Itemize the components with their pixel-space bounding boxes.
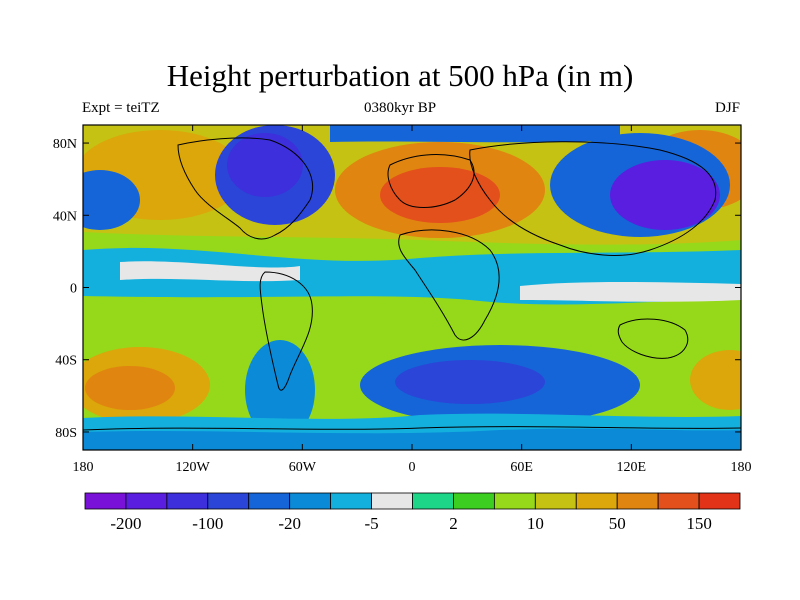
colorbar-swatch — [493, 492, 536, 510]
colorbar-swatch — [166, 492, 209, 510]
africa-coast — [398, 229, 500, 341]
lon-label: 180 — [73, 460, 94, 475]
colorbar — [84, 492, 741, 510]
colorbar-swatch — [412, 492, 454, 510]
colorbar-swatch — [84, 492, 127, 510]
europe-coast — [387, 154, 475, 208]
colorbar-label: 10 — [527, 514, 544, 533]
colorbar-swatch — [207, 492, 250, 510]
colorbar-label: 50 — [609, 514, 626, 533]
colorbar-swatch — [453, 492, 495, 510]
coastlines — [83, 137, 741, 431]
time-label: 0380kyr BP — [363, 100, 437, 116]
lon-label: 60W — [289, 460, 317, 475]
tasman-high — [690, 350, 741, 410]
colorbar-labels: -200 -100 -20 -5 2 10 50 150 — [110, 514, 711, 533]
australia-coast — [617, 318, 689, 359]
plot-title: Height perturbation at 500 hPa (in m) — [166, 58, 634, 93]
lon-label: 0 — [409, 460, 416, 475]
tropical-neutral-east — [520, 282, 741, 302]
arctic-low — [330, 125, 620, 143]
colorbar-label: -100 — [192, 514, 223, 533]
season-label: DJF — [714, 100, 740, 116]
siberia-low-core — [610, 160, 720, 230]
southern-ocean-low-core — [395, 360, 545, 404]
lat-label: 80N — [53, 137, 77, 152]
canada-low-core — [227, 133, 303, 197]
colorbar-label: -5 — [364, 514, 378, 533]
w-pacific-low — [83, 170, 140, 230]
tropical-neutral-west — [120, 261, 300, 282]
contour-field — [83, 125, 741, 450]
longitude-labels: 180 120W 60W 0 60E 120E 180 — [73, 460, 752, 475]
south-america-coast — [259, 271, 313, 391]
lon-label: 120E — [617, 460, 647, 475]
colorbar-swatch — [698, 492, 741, 510]
europe-high-core — [380, 167, 500, 223]
south-pacific-high-core — [85, 366, 175, 410]
colorbar-swatch — [657, 492, 700, 510]
lat-label: 40S — [55, 354, 77, 369]
lon-label: 60E — [510, 460, 533, 475]
colorbar-swatch — [575, 492, 618, 510]
colorbar-swatch — [125, 492, 168, 510]
map-ticks — [82, 125, 742, 450]
asia-coast — [469, 141, 717, 256]
colorbar-label: -200 — [110, 514, 141, 533]
colorbar-label: 2 — [449, 514, 458, 533]
lon-label: 120W — [176, 460, 211, 475]
antarctica-coast — [83, 426, 741, 431]
antarctic-low — [83, 428, 741, 450]
colorbar-swatch — [534, 492, 577, 510]
lat-label: 80S — [55, 426, 77, 441]
lat-label: 40N — [53, 209, 77, 224]
lon-label: 180 — [731, 460, 752, 475]
lat-label: 0 — [70, 282, 77, 297]
latitude-labels: 80N 40N 0 40S 80S — [53, 137, 77, 441]
colorbar-label: -20 — [278, 514, 301, 533]
colorbar-swatch — [371, 492, 413, 510]
colorbar-swatch — [330, 492, 372, 510]
colorbar-swatch — [248, 492, 291, 510]
colorbar-label: 150 — [686, 514, 712, 533]
north-america-coast — [177, 137, 314, 240]
colorbar-swatch — [289, 492, 332, 510]
colorbar-swatch — [616, 492, 659, 510]
experiment-label: Expt = teiTZ — [82, 100, 160, 116]
